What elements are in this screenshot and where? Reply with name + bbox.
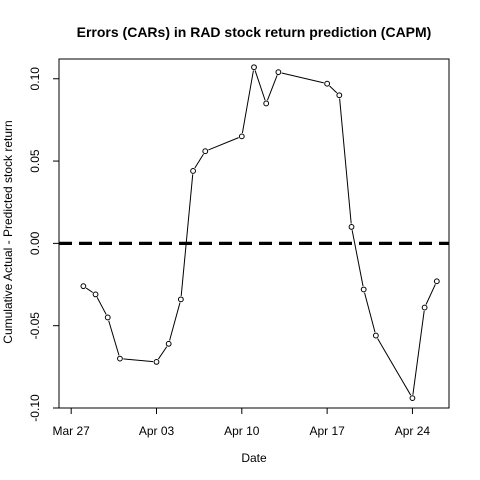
- x-axis: Mar 27 Apr 03 Apr 10 Apr 17 Apr 24: [53, 407, 431, 438]
- data-point: [153, 359, 160, 365]
- x-tick-label: Apr 03: [139, 424, 175, 438]
- x-tick-label: Apr 24: [395, 424, 431, 438]
- series-line-segment: [281, 72, 324, 84]
- data-point: [165, 340, 172, 347]
- series-line-segment: [254, 70, 266, 101]
- chart-title: Errors (CARs) in RAD stock return predic…: [77, 24, 432, 40]
- data-point: [202, 148, 209, 155]
- data-point: [92, 291, 99, 298]
- series-line-segment: [425, 284, 436, 305]
- data-point: [117, 355, 123, 362]
- data-point: [336, 92, 343, 99]
- data-point: [421, 304, 428, 311]
- series-line-segment: [339, 98, 352, 224]
- plot-frame: [58, 58, 450, 409]
- x-tick-label: Apr 10: [224, 424, 260, 438]
- series-line-segment: [377, 338, 412, 396]
- series-line-segment: [85, 287, 94, 293]
- series-line-segment: [351, 230, 364, 287]
- data-point: [360, 286, 367, 293]
- x-tick-label: Mar 27: [53, 424, 91, 438]
- data-point: [104, 314, 111, 321]
- data-point: [177, 296, 184, 303]
- series-line-segment: [194, 153, 204, 169]
- data-point: [372, 332, 379, 339]
- data-point: [80, 283, 87, 290]
- series-line-segment: [329, 85, 338, 94]
- data-point: [190, 168, 196, 174]
- series-line-segment: [241, 70, 254, 134]
- y-axis-label: Cumulative Actual - Predicted stock retu…: [1, 120, 15, 343]
- series-line-segment: [169, 302, 181, 341]
- data-point: [238, 133, 245, 140]
- y-tick-label: -0.10: [28, 394, 42, 422]
- x-axis-label: Date: [241, 451, 267, 465]
- series-group: [80, 64, 440, 402]
- data-point: [275, 69, 282, 76]
- y-tick-label: 0.00: [28, 231, 42, 255]
- data-point: [324, 80, 331, 87]
- series-line-segment: [123, 358, 154, 363]
- data-point: [433, 278, 440, 285]
- series-line-segment: [157, 346, 168, 360]
- x-tick-label: Apr 17: [309, 424, 345, 438]
- series-line-segment: [208, 137, 239, 151]
- data-point: [348, 224, 355, 230]
- y-axis: -0.10 -0.05 0.00 0.05 0.10: [28, 67, 60, 422]
- data-point: [251, 64, 257, 71]
- y-tick-label: -0.05: [28, 312, 42, 340]
- data-point: [409, 395, 416, 402]
- series-line-segment: [412, 310, 425, 395]
- series-line-segment: [108, 320, 120, 356]
- data-point: [263, 100, 270, 107]
- series-line-segment: [96, 297, 107, 315]
- series-line-segment: [364, 292, 376, 333]
- series-line-segment: [180, 174, 194, 297]
- y-tick-label: 0.05: [28, 149, 42, 173]
- series-line-segment: [266, 75, 278, 101]
- y-tick-label: 0.10: [28, 67, 42, 91]
